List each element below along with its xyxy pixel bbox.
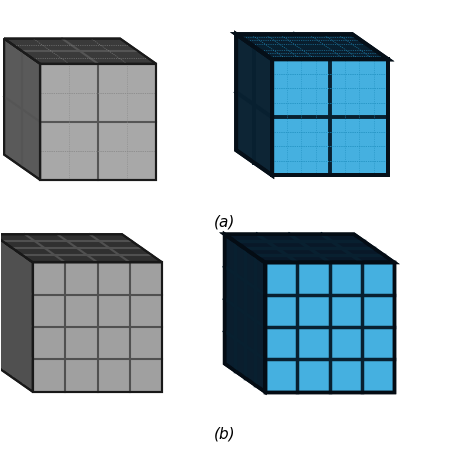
Polygon shape xyxy=(33,262,162,392)
Text: (a): (a) xyxy=(214,215,235,230)
Text: (b): (b) xyxy=(214,427,235,442)
Polygon shape xyxy=(4,39,40,180)
Polygon shape xyxy=(236,34,388,59)
Polygon shape xyxy=(224,234,265,392)
Polygon shape xyxy=(0,234,33,392)
Polygon shape xyxy=(236,34,272,176)
Polygon shape xyxy=(272,59,388,176)
Polygon shape xyxy=(40,64,156,180)
Polygon shape xyxy=(224,234,394,262)
Polygon shape xyxy=(0,234,162,262)
Polygon shape xyxy=(4,39,156,64)
Polygon shape xyxy=(265,262,394,392)
